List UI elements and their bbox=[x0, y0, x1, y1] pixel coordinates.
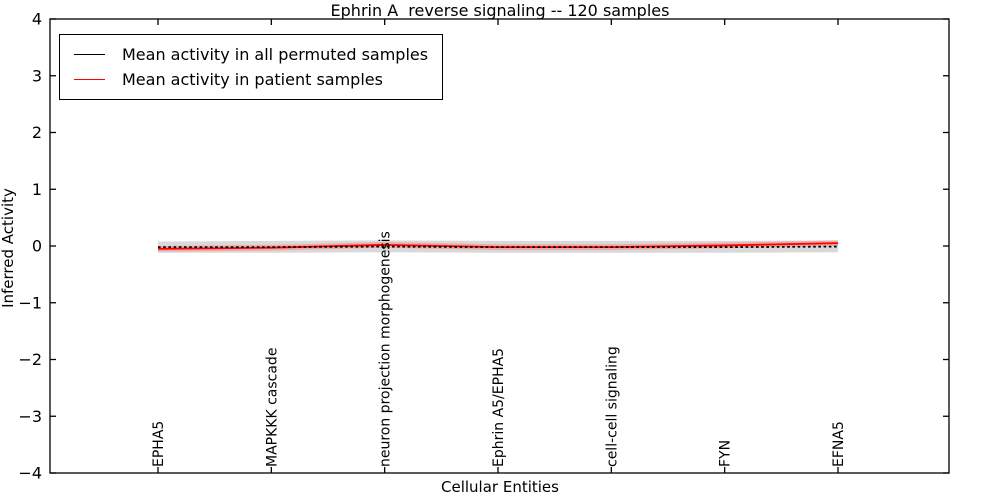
y-axis-label: Inferred Activity bbox=[0, 188, 17, 308]
y-tick-label: −1 bbox=[18, 293, 42, 312]
chart-title: Ephrin A reverse signaling -- 120 sample… bbox=[330, 1, 670, 20]
y-tick-label: −4 bbox=[18, 464, 42, 483]
y-tick-label: 3 bbox=[32, 66, 42, 85]
x-tick-label: Ephrin A5/EPHA5 bbox=[491, 348, 507, 467]
x-tick-label: EFNA5 bbox=[831, 421, 847, 467]
y-tick-label: 0 bbox=[32, 237, 42, 256]
y-tick-label: −3 bbox=[18, 407, 42, 426]
legend-label-patient: Mean activity in patient samples bbox=[122, 70, 383, 89]
legend-item-patient: Mean activity in patient samples bbox=[60, 67, 428, 92]
patient-line-swatch bbox=[74, 79, 105, 80]
x-axis-label: Cellular Entities bbox=[441, 478, 559, 496]
legend-item-permuted: Mean activity in all permuted samples bbox=[60, 42, 428, 67]
y-tick-label: −2 bbox=[18, 350, 42, 369]
x-tick-label: EPHA5 bbox=[151, 421, 167, 467]
series-line-permuted bbox=[158, 245, 839, 249]
x-tick-label: FYN bbox=[718, 440, 734, 467]
legend: Mean activity in all permuted samples Me… bbox=[59, 34, 444, 100]
x-tick-label: MAPKKK cascade bbox=[264, 348, 280, 467]
x-tick-label: cell-cell signaling bbox=[604, 346, 620, 467]
x-tick-label: neuron projection morphogenesis bbox=[378, 231, 394, 467]
legend-label-permuted: Mean activity in all permuted samples bbox=[122, 45, 429, 64]
permuted-line-swatch bbox=[74, 54, 105, 55]
y-tick-label: 4 bbox=[32, 10, 42, 29]
y-tick-label: 2 bbox=[32, 123, 42, 142]
y-tick-label: 1 bbox=[32, 180, 42, 199]
patient-samples-std-band bbox=[158, 240, 838, 252]
